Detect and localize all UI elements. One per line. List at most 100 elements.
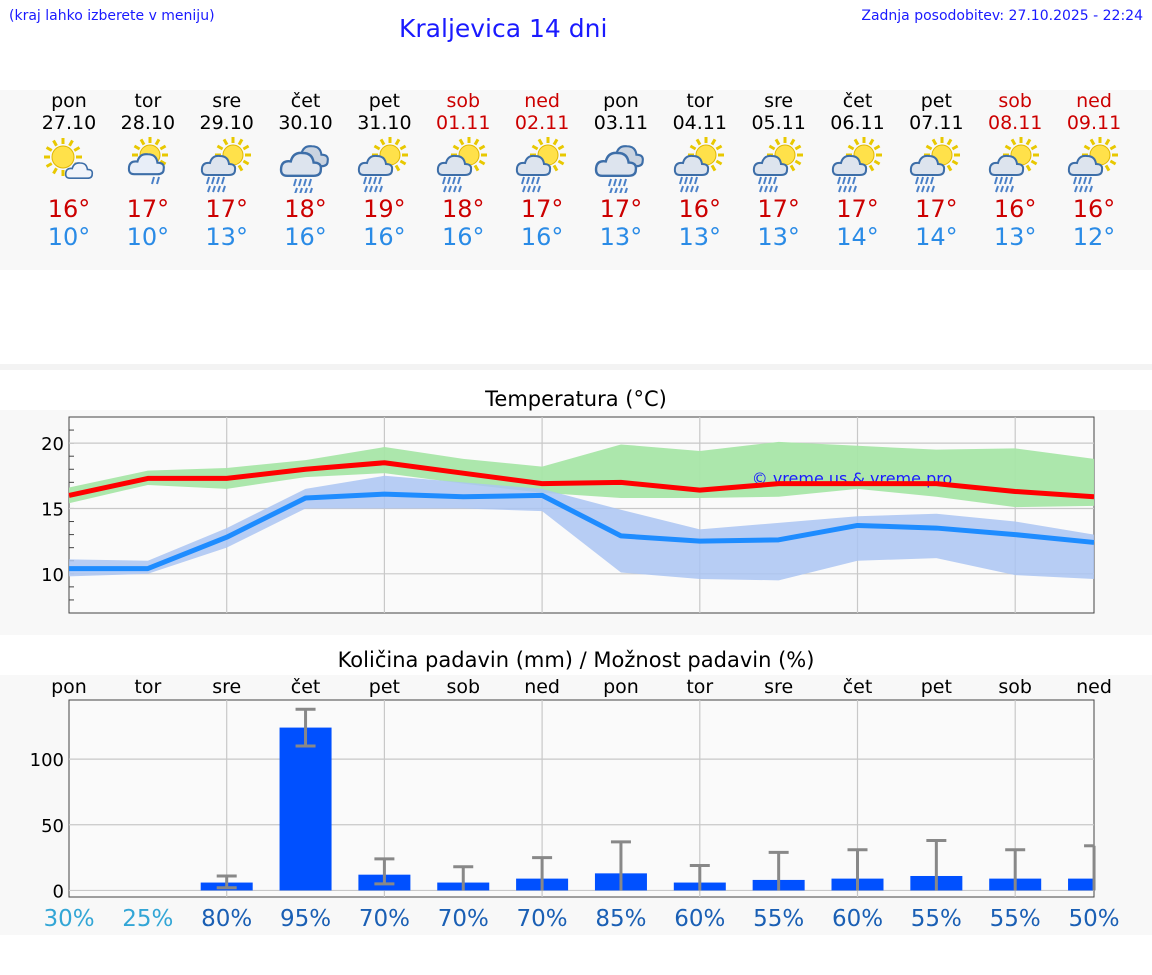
day-column: sob 01.11 18° 16°: [423, 90, 503, 251]
max-temperature: 16°: [993, 195, 1037, 223]
day-column: sob 08.11 16° 13°: [975, 90, 1055, 251]
max-temperature-range-band: [69, 441, 1095, 508]
max-temperature: 16°: [47, 195, 91, 223]
precipitation-probability: 80%: [201, 906, 252, 932]
x-tick-label: ned: [1076, 676, 1112, 698]
max-temperature: 17°: [915, 195, 958, 223]
max-temperature: 18°: [441, 195, 485, 223]
precipitation-probability: 55%: [753, 906, 804, 932]
y-tick-label: 15: [41, 499, 64, 520]
x-tick-label: sre: [212, 676, 241, 698]
y-tick-label: 10: [41, 565, 64, 586]
precipitation-probability: 60%: [832, 906, 883, 932]
min-temperature: 16°: [441, 223, 485, 251]
day-date: 06.11: [830, 112, 885, 134]
precipitation-probability: 55%: [911, 906, 962, 932]
day-name: sre: [764, 90, 794, 112]
day-name: pet: [368, 90, 400, 112]
temperature-chart-title: Temperatura (°C): [485, 387, 667, 411]
x-tick-label: čet: [291, 676, 321, 698]
max-temperature: 17°: [757, 195, 800, 223]
max-temperature: 16°: [678, 195, 722, 223]
day-column: pon 03.11 17° 13°: [581, 90, 661, 251]
day-name: čet: [290, 90, 321, 112]
precipitation-bar: [279, 727, 332, 891]
x-tick-label: pet: [369, 676, 400, 698]
precipitation-probability: 70%: [438, 906, 489, 932]
min-temperature: 14°: [915, 223, 958, 251]
max-temperature: 19°: [363, 195, 406, 223]
x-tick-label: pet: [921, 676, 952, 698]
x-tick-label: tor: [686, 676, 713, 698]
day-name: sob: [998, 90, 1032, 112]
max-temperature: 17°: [599, 195, 643, 223]
min-temperature-line: [69, 491, 1095, 572]
location-note: (kraj lahko izberete v meniju): [9, 8, 215, 24]
day-date: 03.11: [593, 112, 649, 134]
day-column: ned 09.11 16° 12°: [1054, 90, 1134, 251]
day-name: čet: [842, 90, 873, 112]
day-date: 27.10: [41, 112, 97, 134]
precipitation-probability: 70%: [517, 906, 568, 932]
min-temperature: 12°: [1072, 223, 1116, 251]
min-temperature: 13°: [993, 223, 1037, 251]
max-temperature: 17°: [836, 195, 879, 223]
day-column: tor 28.10 17° 10°: [108, 90, 188, 251]
heavy-cloud-rain-icon: [279, 145, 329, 193]
min-temperature-range-band: [69, 475, 1095, 581]
precipitation-probability: 25%: [122, 906, 173, 932]
min-temperature: 16°: [284, 223, 327, 251]
min-temperature: 13°: [757, 223, 800, 251]
day-date: 31.10: [357, 112, 412, 134]
precipitation-probability: 85%: [595, 906, 646, 932]
day-name: sob: [446, 90, 481, 112]
x-tick-label: sob: [446, 676, 480, 698]
day-name: ned: [1076, 90, 1112, 112]
day-column: ned 02.11 17° 16°: [502, 90, 582, 251]
heavy-cloud-rain-icon: [594, 145, 644, 193]
min-temperature: 10°: [47, 223, 91, 251]
x-tick-label: sob: [998, 676, 1032, 698]
day-date: 29.10: [199, 112, 254, 134]
precipitation-probability: 70%: [359, 906, 410, 932]
day-date: 02.11: [514, 112, 570, 134]
sun-cloud-rain-icon: [1067, 137, 1119, 193]
y-tick-label: 50: [41, 816, 64, 837]
day-name: sre: [212, 90, 242, 112]
precipitation-probability: 55%: [990, 906, 1041, 932]
plot-area: [68, 699, 1095, 898]
day-column: čet 06.11 17° 14°: [818, 90, 898, 251]
sun-cloud-rain-icon: [910, 137, 961, 193]
page-title: Kraljevica 14 dni: [399, 14, 608, 43]
day-name: pon: [51, 90, 87, 112]
day-column: sre 05.11 17° 13°: [739, 90, 819, 251]
day-date: 28.10: [120, 112, 176, 134]
day-name: pet: [920, 90, 952, 112]
min-temperature: 16°: [363, 223, 406, 251]
min-temperature: 16°: [520, 223, 564, 251]
sun-cloud-rain-icon: [752, 137, 803, 193]
day-date: 07.11: [909, 112, 964, 134]
precipitation-probability: 50%: [1068, 906, 1119, 932]
day-column: pet 31.10 19° 16°: [344, 90, 424, 251]
y-tick-label: 100: [30, 750, 64, 771]
max-temperature: 17°: [126, 195, 170, 223]
day-date: 08.11: [987, 112, 1043, 134]
precipitation-probability: 30%: [43, 906, 94, 932]
day-date: 05.11: [751, 112, 806, 134]
max-temperature: 17°: [205, 195, 248, 223]
day-column: čet 30.10 18° 16°: [266, 90, 346, 251]
day-name: ned: [524, 90, 560, 112]
sun-small-cloud-icon: [44, 138, 94, 180]
x-tick-label: tor: [134, 676, 161, 698]
daily-forecast-panel: [0, 90, 1152, 270]
x-tick-label: pon: [51, 676, 87, 698]
max-temperature: 17°: [520, 195, 564, 223]
sun-cloud-rain-icon: [515, 137, 567, 193]
day-column: pon 27.10 16° 10°: [29, 90, 109, 251]
min-temperature: 10°: [126, 223, 170, 251]
day-column: sre 29.10 17° 13°: [187, 90, 267, 251]
x-tick-label: sre: [764, 676, 793, 698]
x-tick-label: pon: [603, 676, 639, 698]
